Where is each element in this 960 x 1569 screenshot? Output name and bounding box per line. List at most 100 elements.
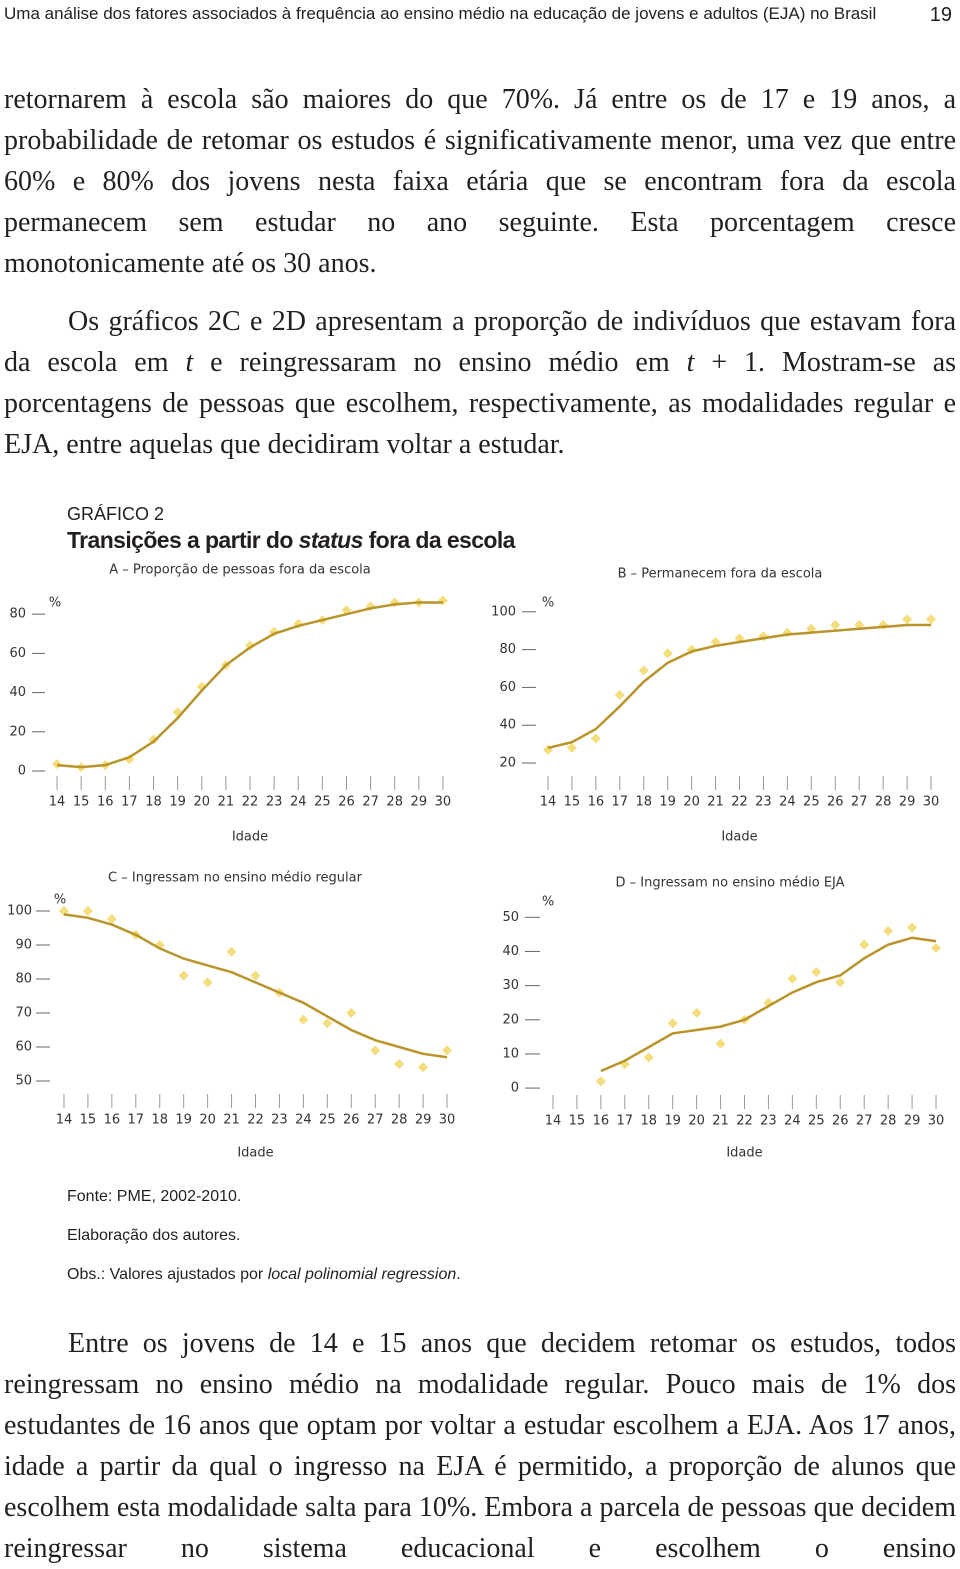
data-point [662,648,673,659]
text: Transições a partir do [67,527,299,553]
x-tick-label: 25 [319,1113,336,1128]
data-point [370,1045,381,1056]
text: status [298,527,364,553]
y-tick-label: 20 [502,1012,519,1027]
y-tick-label: 100 [7,904,32,919]
x-tick-label: 17 [128,1113,145,1128]
data-point [346,1008,357,1018]
text: local polinomial regression [267,1266,457,1283]
x-tick-label: 22 [242,795,259,810]
y-tick-label: 0 [18,764,26,779]
y-axis-label: % [49,596,61,611]
data-point [202,977,213,988]
chart-subtitle: B – Permanecem fora da escola [618,567,823,582]
x-tick-label: 26 [343,1113,360,1128]
y-tick-label: 80 [499,642,516,657]
x-tick-label: 26 [338,795,355,810]
x-tick-label: 17 [121,795,138,810]
x-tick-label: 30 [923,795,940,810]
running-title: Uma análise dos fatores associados à fre… [4,4,877,23]
x-tick-label: 28 [386,795,403,810]
data-point [691,1007,702,1018]
x-tick-label: 23 [266,795,283,810]
x-tick-label: 15 [564,795,581,810]
y-tick-label: 20 [9,724,26,739]
text: fora da escola [362,527,516,553]
x-tick-label: 17 [612,795,629,810]
x-tick-label: 26 [832,1114,849,1129]
x-tick-label: 24 [295,1113,312,1128]
text: e reingressaram no ensino médio em [193,347,687,378]
data-point [418,1062,429,1073]
x-tick-label: 27 [856,1114,873,1129]
x-tick-label: 19 [169,795,186,810]
data-point [902,614,913,625]
x-tick-label: 15 [73,795,90,810]
text: retornarem à escola são maiores do que 7… [4,84,956,279]
y-tick-label: 50 [15,1074,32,1089]
x-tick-label: 21 [218,795,235,810]
source-note: Fonte: PME, 2002-2010. [67,1188,242,1205]
x-tick-label: 26 [827,795,844,810]
figure-title: Transições a partir do status fora da es… [67,527,515,554]
data-point [638,665,649,676]
data-point [715,1038,726,1049]
x-tick-label: 19 [659,795,676,810]
x-tick-label: 18 [151,1113,168,1128]
data-point [878,620,889,631]
fit-line [547,623,932,750]
y-tick-label: 60 [15,1040,32,1055]
x-tick-label: 24 [779,795,796,810]
x-tick-label: 28 [880,1114,897,1129]
x-tick-label: 29 [899,795,916,810]
x-tick-label: 21 [223,1113,240,1128]
paragraph: Os gráficos 2C e 2D apresentam a proporç… [4,301,956,465]
x-axis-label: Idade [726,1146,762,1161]
y-tick-label: 80 [15,972,32,987]
data-point [442,1045,453,1056]
x-tick-label: 21 [707,795,724,810]
x-tick-label: 20 [683,795,700,810]
y-tick-label: 0 [511,1081,519,1096]
data-point [590,733,601,744]
text: + 1. Mostram-se as porcentagens de pesso… [4,347,957,460]
x-tick-label: 28 [875,795,892,810]
text: t [185,347,194,378]
y-tick-label: 80 [9,607,26,622]
text: . [456,1266,461,1283]
y-axis-label: % [54,893,66,908]
data-point [250,970,261,981]
y-tick-label: 20 [499,756,516,771]
data-point [437,595,448,606]
x-tick-label: 14 [49,795,66,810]
x-tick-label: 20 [199,1113,216,1128]
x-tick-label: 18 [145,795,162,810]
data-point [178,970,189,981]
data-point [614,689,625,700]
x-tick-label: 22 [731,795,748,810]
x-tick-label: 25 [314,795,331,810]
y-tick-label: 40 [499,718,516,733]
x-tick-label: 21 [712,1114,729,1129]
figure-label: GRÁFICO 2 [67,504,165,524]
x-tick-label: 29 [411,795,428,810]
y-tick-label: 90 [15,938,32,953]
x-tick-label: 27 [362,795,379,810]
y-tick-label: 100 [491,604,516,619]
x-tick-label: 20 [688,1114,705,1129]
x-tick-label: 27 [367,1113,384,1128]
x-tick-label: 25 [803,795,820,810]
data-point [926,614,937,625]
x-tick-label: 18 [635,795,652,810]
x-tick-label: 24 [290,795,307,810]
x-tick-label: 15 [80,1113,97,1128]
x-tick-label: 27 [851,795,868,810]
x-tick-label: 14 [545,1114,562,1129]
data-point [298,1014,309,1025]
y-tick-label: 70 [15,1006,32,1021]
data-point [82,906,93,916]
data-point [830,620,841,631]
x-tick-label: 29 [904,1114,921,1129]
y-tick-label: 30 [502,978,519,993]
